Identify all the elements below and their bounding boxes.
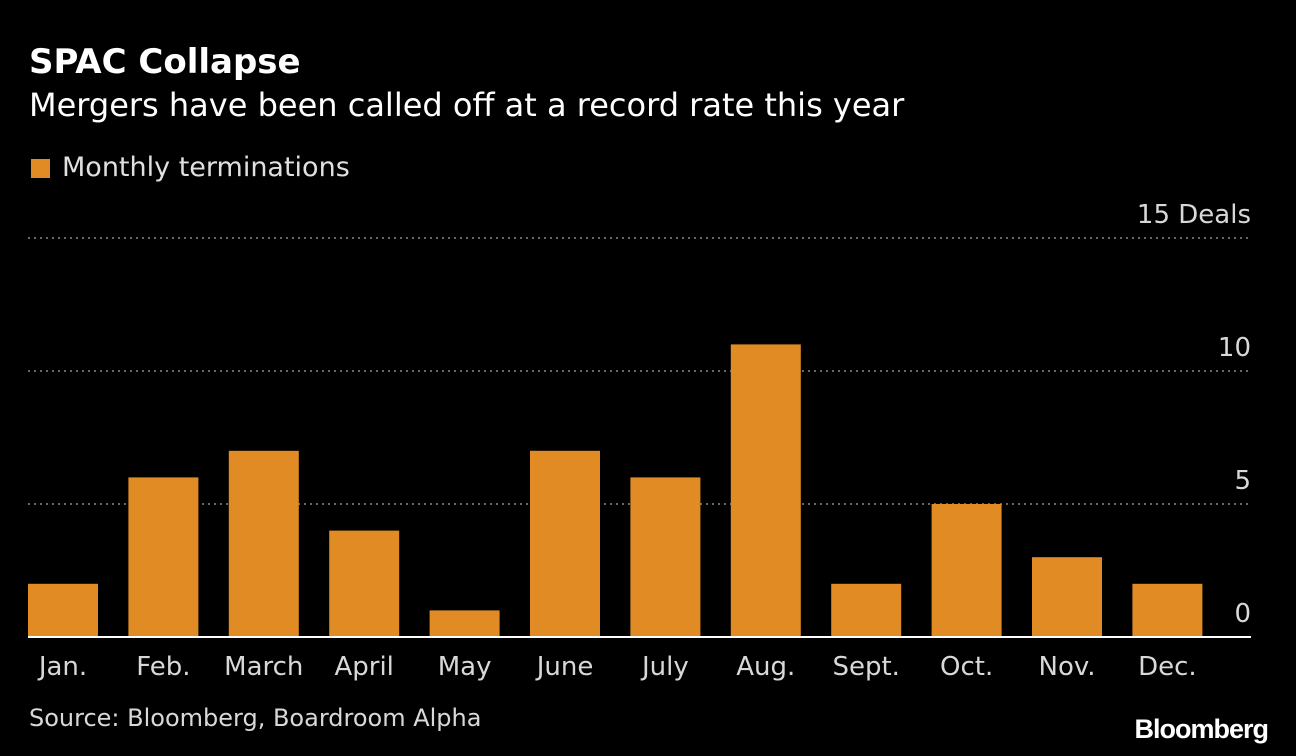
brand-logo: Bloomberg — [1134, 714, 1269, 744]
legend: Monthly terminations — [31, 152, 350, 184]
y-tick-label: 5 — [1234, 466, 1251, 496]
x-tick-label: Oct. — [940, 652, 993, 682]
y-tick-label: 0 — [1234, 599, 1251, 629]
y-tick-label: 15 Deals — [1137, 200, 1251, 230]
bar — [730, 344, 801, 637]
x-tick-label: Aug. — [736, 652, 795, 682]
bar — [931, 504, 1002, 637]
bar — [228, 450, 299, 637]
source-note: Source: Bloomberg, Boardroom Alpha — [29, 704, 482, 732]
bar — [1032, 557, 1102, 637]
chart-subtitle: Mergers have been called off at a record… — [29, 86, 905, 124]
bar — [28, 583, 98, 637]
bar — [1132, 583, 1203, 637]
x-tick-label: May — [438, 652, 492, 682]
bar — [831, 583, 902, 637]
bar — [128, 477, 199, 637]
x-tick-label: March — [224, 652, 303, 682]
y-tick-label: 10 — [1218, 333, 1251, 363]
x-tick-label: Feb. — [136, 652, 190, 682]
x-tick-label: Nov. — [1039, 652, 1096, 682]
bar — [429, 610, 500, 637]
legend-label: Monthly terminations — [62, 152, 350, 183]
bar — [329, 530, 400, 637]
chart-title: SPAC Collapse — [29, 42, 301, 82]
x-tick-label: Dec. — [1138, 652, 1197, 682]
x-tick-label: Jan. — [37, 652, 87, 682]
bar — [630, 477, 701, 637]
x-tick-label: April — [334, 652, 393, 682]
x-tick-label: Sept. — [832, 652, 899, 682]
bar — [530, 450, 600, 637]
legend-swatch — [31, 158, 50, 178]
bar-chart: 0 5 10 15 Deals Jan. Feb. March April May June Jul… — [28, 200, 1251, 682]
x-tick-label: July — [640, 652, 689, 682]
x-tick-label: June — [535, 652, 594, 682]
